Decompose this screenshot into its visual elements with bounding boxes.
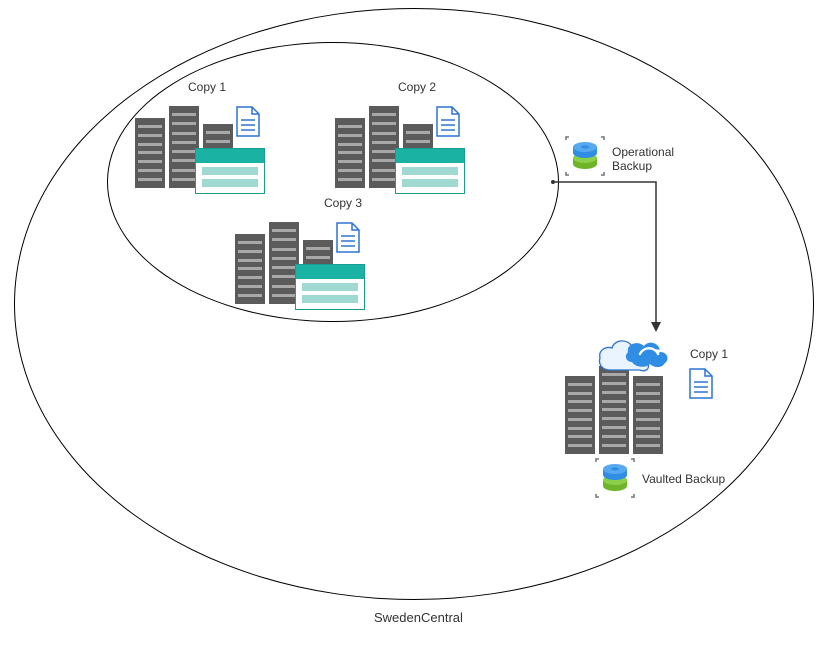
vaulted-copy1-label: Copy 1 <box>690 347 728 361</box>
vaulted-backup-label: Vaulted Backup <box>642 472 725 486</box>
vaulted-backup-icon <box>593 456 637 500</box>
operational-backup-label: Operational Backup <box>612 145 692 174</box>
file-icon <box>335 222 361 254</box>
copy1-label: Copy 1 <box>188 80 226 94</box>
file-icon <box>688 368 714 400</box>
copy2-label: Copy 2 <box>398 80 436 94</box>
file-icon <box>435 106 461 138</box>
copy3-label: Copy 3 <box>324 196 362 210</box>
region-label: SwedenCentral <box>374 610 463 625</box>
operational-backup-icon <box>563 134 607 178</box>
datacenter-copy2 <box>335 98 485 188</box>
diagram-canvas: Copy 1 Copy 2 Copy 3 <box>0 0 826 645</box>
cloud-upload-icon <box>596 328 674 382</box>
datacenter-copy1 <box>135 98 285 188</box>
datacenter-copy3 <box>235 214 385 304</box>
file-icon <box>235 106 261 138</box>
